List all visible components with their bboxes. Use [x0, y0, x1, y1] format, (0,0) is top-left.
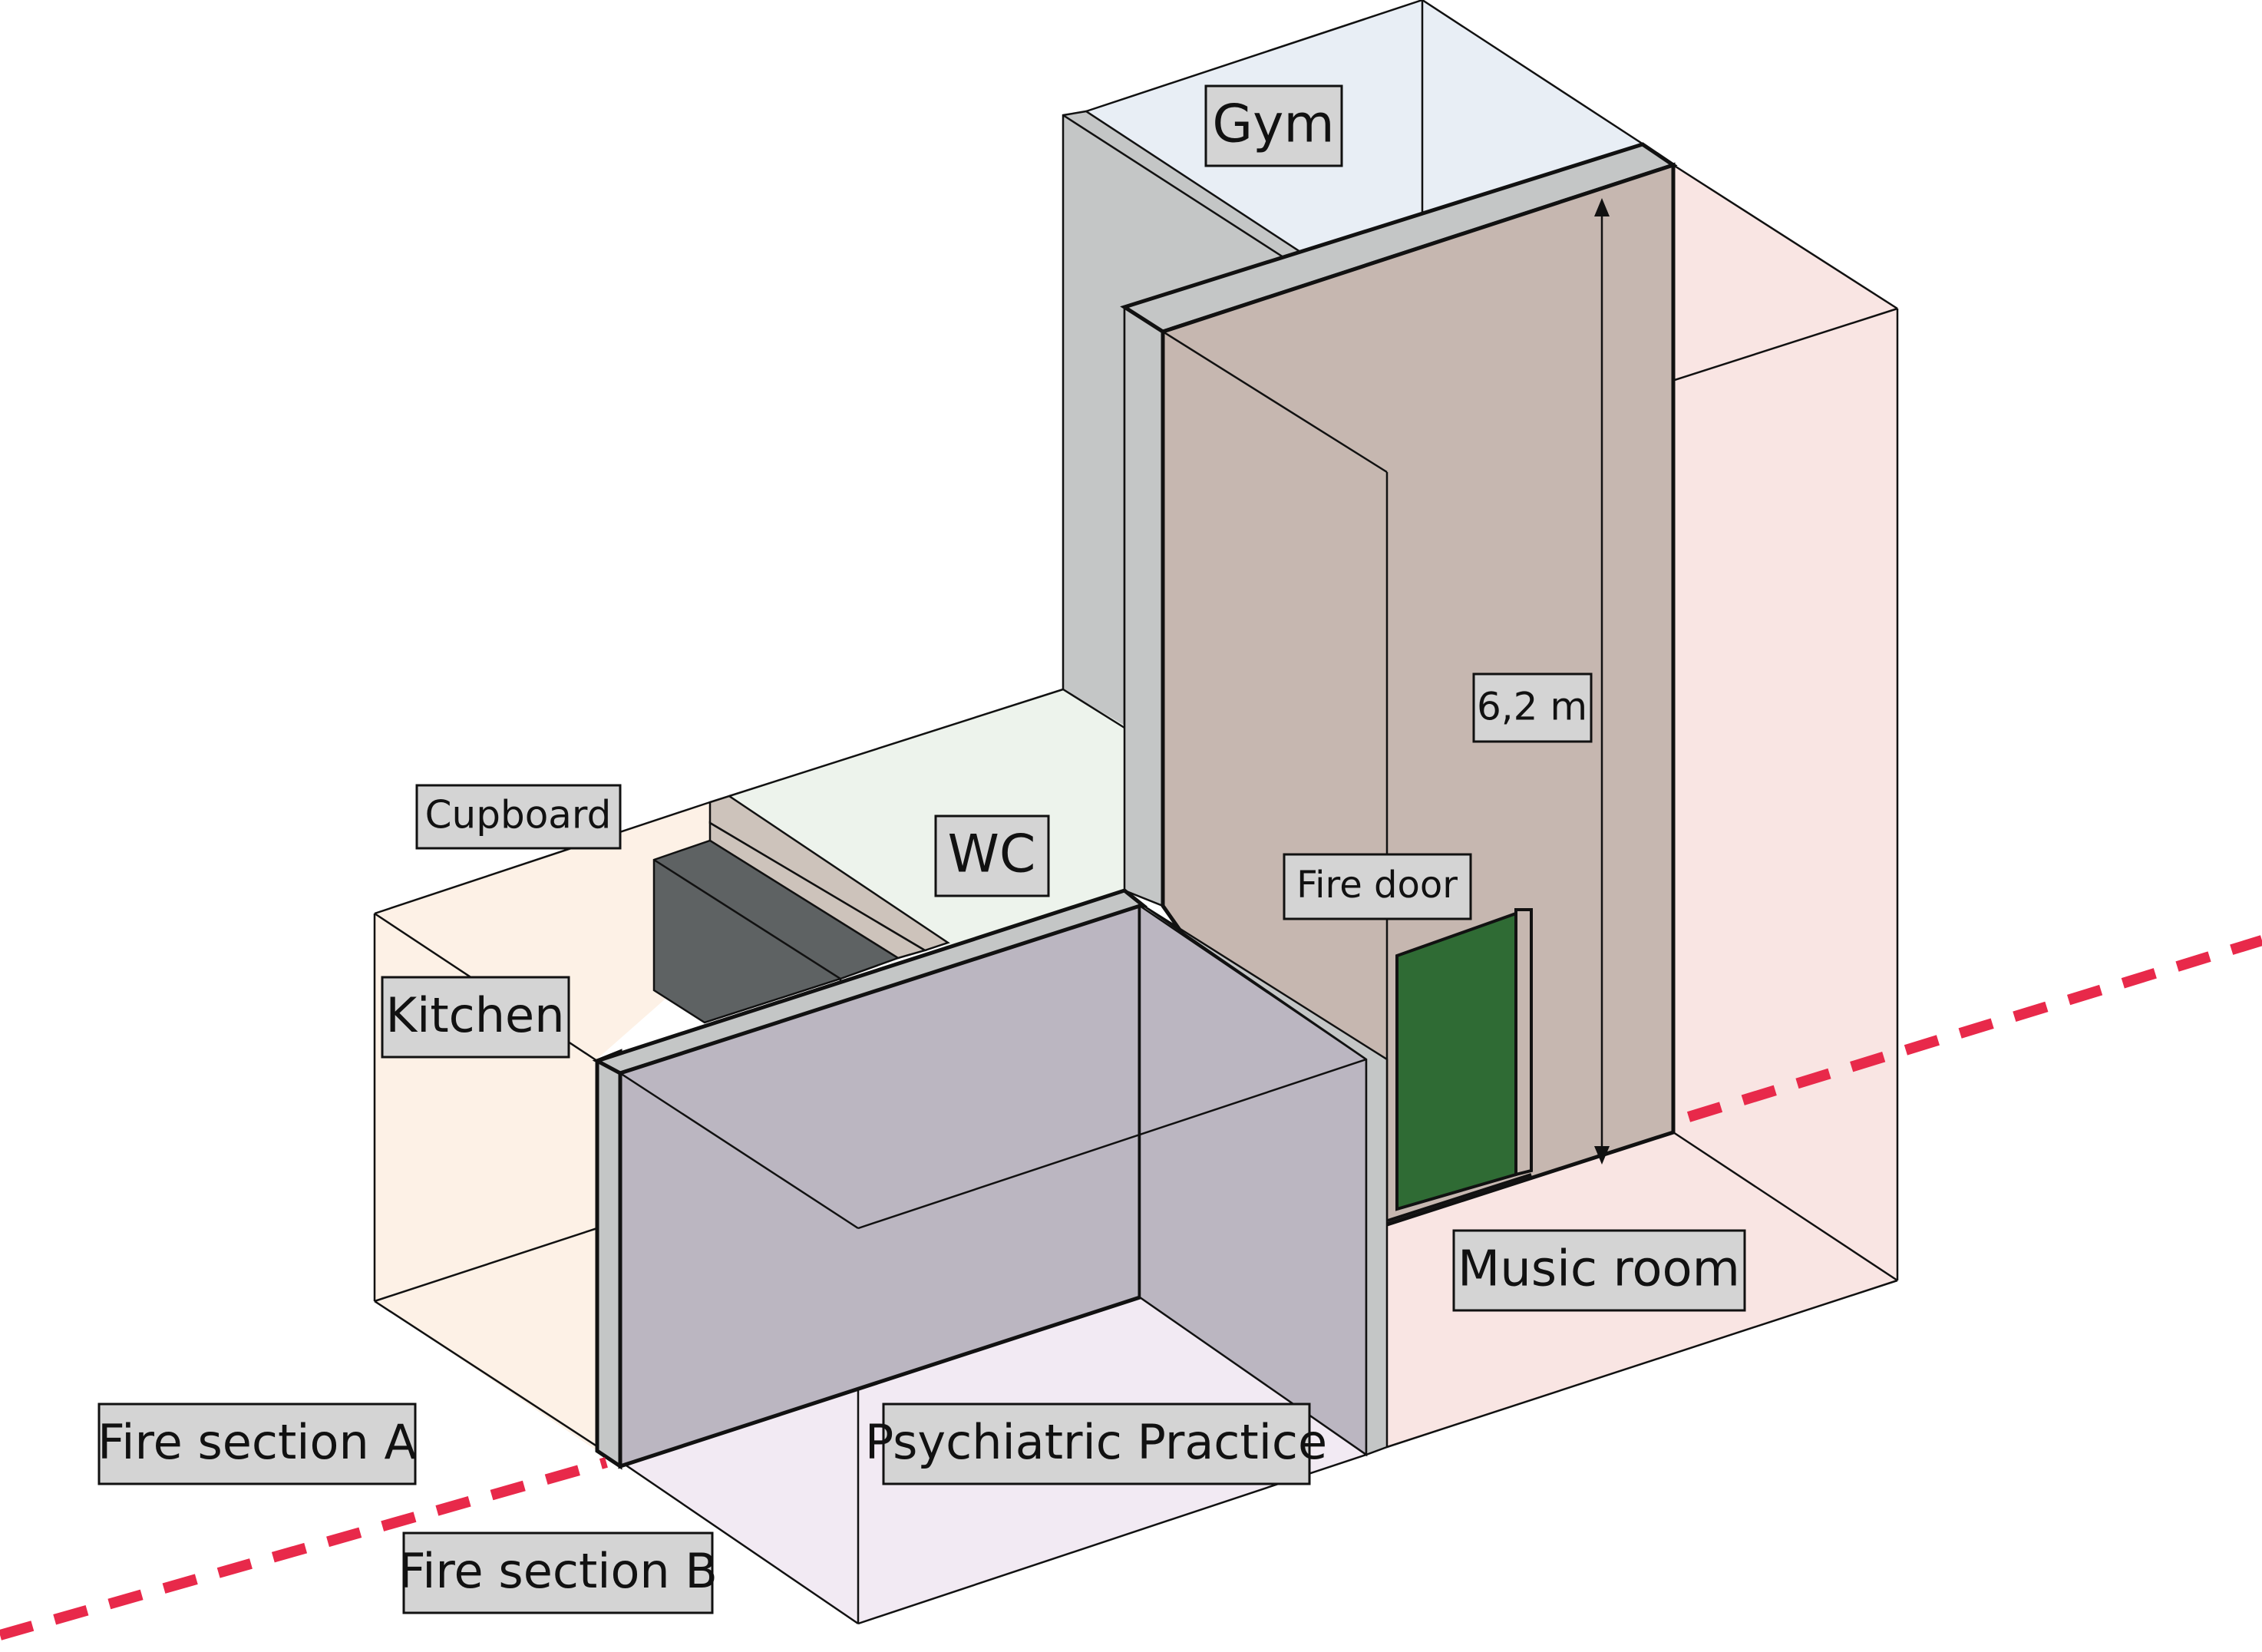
arrow-down-icon [1594, 1146, 1610, 1165]
height-dimension [1594, 198, 1610, 1165]
kitchen-label: Kitchen [385, 987, 564, 1043]
cupboard-label: Cupboard [425, 793, 612, 838]
label-height: 6,2 m [1472, 672, 1593, 743]
gym-floor [1086, 0, 1643, 253]
height-label: 6,2 m [1477, 685, 1587, 729]
label-gym: Gym [1204, 84, 1343, 167]
gym-room [1085, 0, 1644, 253]
label-kitchen: Kitchen [381, 976, 570, 1059]
fire-section-line-right [1686, 935, 2262, 1122]
fire-section-line-left [0, 1457, 608, 1640]
psychiatric-practice-label: Psychiatric Practice [865, 1414, 1327, 1470]
practice-wall-edge [595, 1049, 622, 1470]
label-wc: WC [934, 814, 1050, 897]
label-psychiatric-practice: Psychiatric Practice [865, 1403, 1327, 1485]
cupboard-shelf [708, 795, 950, 952]
music-room-right-wall [1673, 165, 1897, 1280]
arrow-up-icon [1594, 198, 1610, 216]
fire-door[interactable] [1387, 908, 1533, 1222]
fire-section-a-label: Fire section A [97, 1414, 417, 1470]
tall-wall-face [1161, 162, 1676, 1227]
fire-door-panel [1395, 911, 1517, 1211]
cupboard [652, 795, 950, 1024]
music-room-label: Music room [1458, 1241, 1740, 1298]
label-fire-door: Fire door [1283, 853, 1472, 920]
gym-label: Gym [1212, 94, 1334, 155]
tall-wall [1120, 142, 1678, 1227]
label-fire-section-b: Fire section B [398, 1531, 718, 1614]
tall-wall-left-edge [1123, 305, 1164, 907]
label-fire-section-a: Fire section A [97, 1403, 417, 1485]
label-cupboard: Cupboard [415, 784, 622, 850]
practice-wall-right-edge [1143, 904, 1389, 1456]
fire-section-boundary [0, 935, 2262, 1640]
fire-door-frame [1514, 908, 1533, 1177]
wc-label: WC [948, 824, 1036, 885]
fire-door-label: Fire door [1296, 864, 1458, 907]
label-music-room: Music room [1452, 1229, 1746, 1312]
fire-section-b-label: Fire section B [398, 1543, 718, 1599]
